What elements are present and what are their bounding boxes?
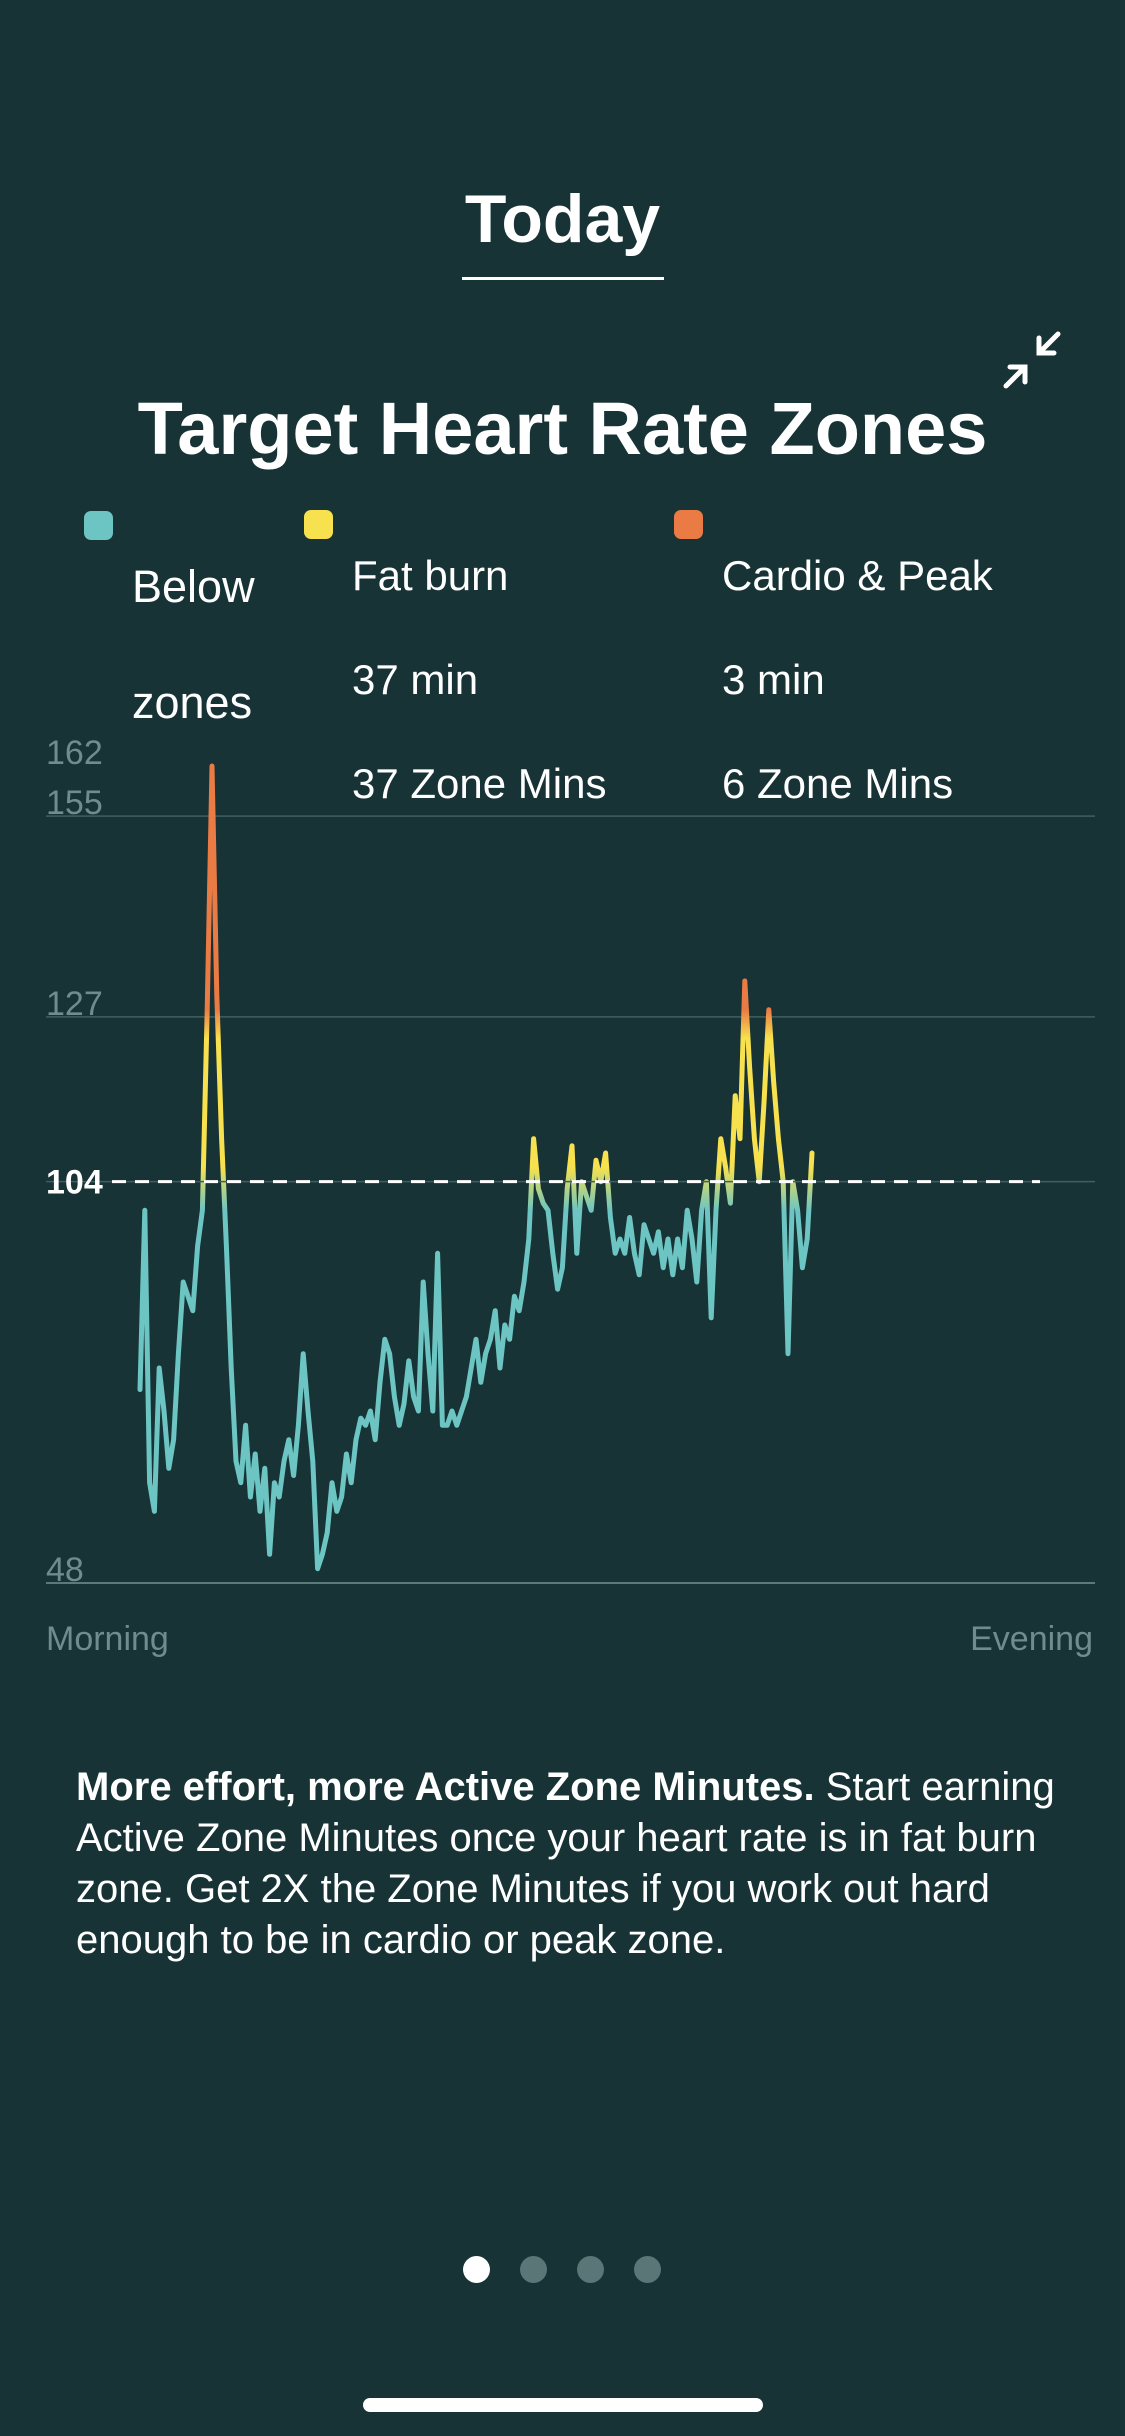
page-dot-2[interactable] [520,2256,547,2283]
y-tick-label-48: 48 [46,1551,84,1589]
heart-rate-chart: 162 155 127 48 104 [46,740,1095,1589]
page-dot-4[interactable] [634,2256,661,2283]
tab-underline [462,277,664,280]
chart-title: Target Heart Rate Zones [137,387,988,470]
x-label-evening: Evening [970,1620,1093,1658]
legend-cardio-line-2: 3 min [722,656,825,703]
tab-today[interactable]: Today [464,181,661,257]
page-indicator [0,2256,1125,2286]
legend-fatburn-line-1: Fat burn [352,552,509,599]
y-tick-label-127: 127 [46,985,103,1023]
home-indicator[interactable] [363,2398,763,2412]
page-dot-1[interactable] [463,2256,490,2283]
y-tick-label-162: 162 [46,740,103,772]
legend-cardio-line-3: 6 Zone Mins [722,760,954,807]
below-zones-swatch [84,511,113,540]
summary-text: More effort, more Active Zone Minutes. S… [76,1762,1066,1966]
legend-fatburn-line-3: 37 Zone Mins [352,760,607,807]
heart-rate-line [137,763,815,1572]
threshold-label: 104 [46,1164,103,1202]
legend-below-line-2: zones [132,677,253,728]
x-label-morning: Morning [46,1620,169,1658]
legend-cardio-line-1: Cardio & Peak [722,552,993,599]
legend-below-line-1: Below [132,561,255,612]
summary-body: Start earning Active Zone Minutes once y… [76,1765,1055,1962]
summary-bold: More effort, more Active Zone Minutes. [76,1765,815,1809]
y-tick-label-155: 155 [46,784,103,822]
legend-fatburn-line-2: 37 min [352,656,479,703]
fat-burn-swatch [304,510,333,539]
cardio-peak-swatch [674,510,703,539]
page-dot-3[interactable] [577,2256,604,2283]
collapse-icon[interactable] [998,322,1070,394]
